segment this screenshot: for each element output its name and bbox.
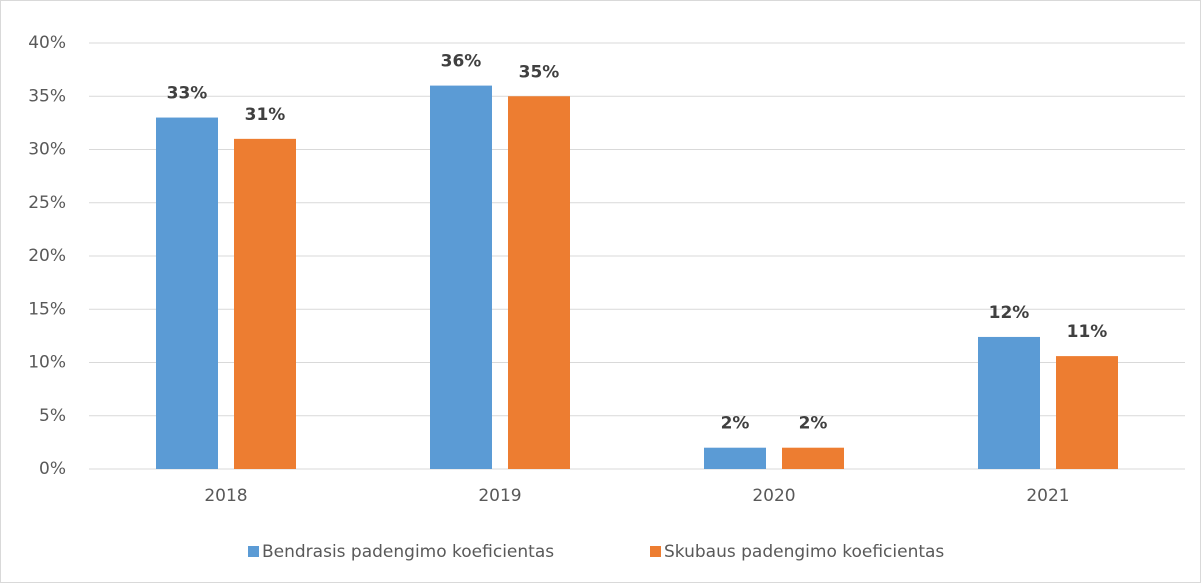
x-tick-label: 2018 — [204, 486, 247, 506]
legend-swatch — [248, 546, 259, 557]
bar — [704, 447, 766, 469]
y-tick-label: 20% — [28, 246, 66, 266]
y-tick-label: 0% — [39, 459, 66, 479]
legend-label: Skubaus padengimo koeficientas — [664, 542, 944, 562]
data-label: 12% — [989, 303, 1030, 323]
bar — [782, 447, 844, 469]
y-tick-label: 35% — [28, 86, 66, 106]
bar — [1056, 356, 1118, 469]
bar — [430, 85, 492, 469]
x-tick-label: 2019 — [478, 486, 521, 506]
data-label: 11% — [1067, 322, 1108, 342]
x-tick-label: 2021 — [1026, 486, 1069, 506]
bar — [978, 336, 1040, 469]
bar — [234, 138, 296, 469]
y-tick-label: 5% — [39, 406, 66, 426]
legend-label: Bendrasis padengimo koeficientas — [262, 542, 554, 562]
data-label: 2% — [721, 414, 750, 434]
bar — [156, 117, 218, 470]
y-tick-label: 15% — [28, 299, 66, 319]
data-label: 33% — [167, 84, 208, 104]
y-tick-label: 30% — [28, 140, 66, 160]
data-label: 36% — [441, 52, 482, 72]
legend-swatch — [650, 546, 661, 557]
y-tick-label: 25% — [28, 193, 66, 213]
y-tick-label: 10% — [28, 353, 66, 373]
data-label: 35% — [519, 62, 560, 82]
bar — [508, 96, 570, 469]
data-label: 31% — [245, 105, 286, 125]
y-tick-label: 40% — [28, 33, 66, 53]
data-label: 2% — [799, 414, 828, 434]
x-tick-label: 2020 — [752, 486, 795, 506]
